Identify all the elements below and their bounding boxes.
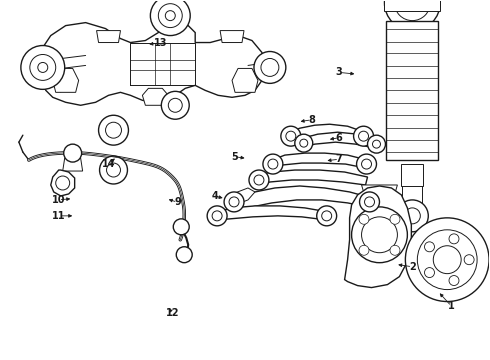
Circle shape [286, 131, 296, 141]
Circle shape [404, 0, 420, 11]
Circle shape [405, 218, 489, 302]
Circle shape [417, 230, 477, 289]
Polygon shape [53, 68, 78, 92]
Circle shape [464, 255, 474, 265]
Polygon shape [387, 21, 438, 160]
Circle shape [359, 131, 368, 141]
Text: 5: 5 [231, 152, 238, 162]
Circle shape [158, 4, 182, 28]
Circle shape [359, 245, 369, 255]
Text: 9: 9 [174, 197, 181, 207]
Circle shape [176, 247, 192, 263]
Text: 11: 11 [52, 211, 65, 221]
Polygon shape [39, 23, 265, 105]
Circle shape [385, 0, 440, 31]
Circle shape [354, 126, 373, 146]
Polygon shape [272, 153, 368, 168]
Circle shape [352, 207, 407, 263]
Circle shape [362, 217, 397, 253]
Circle shape [21, 45, 65, 89]
Circle shape [372, 140, 380, 148]
Circle shape [449, 234, 459, 244]
Circle shape [229, 197, 239, 207]
Polygon shape [143, 88, 168, 105]
Text: 3: 3 [336, 67, 343, 77]
Circle shape [449, 275, 459, 285]
Polygon shape [401, 164, 423, 186]
Polygon shape [63, 158, 83, 171]
Circle shape [368, 135, 386, 153]
Circle shape [404, 208, 420, 224]
Circle shape [390, 245, 400, 255]
Polygon shape [258, 170, 368, 185]
Text: 6: 6 [336, 133, 343, 143]
Circle shape [224, 192, 244, 212]
Circle shape [357, 154, 376, 174]
Circle shape [56, 176, 70, 190]
Circle shape [322, 211, 332, 221]
Circle shape [30, 54, 56, 80]
Circle shape [359, 214, 369, 224]
Circle shape [212, 211, 222, 221]
Text: 1: 1 [448, 301, 455, 311]
Text: 2: 2 [409, 262, 416, 272]
Circle shape [263, 154, 283, 174]
Text: 12: 12 [166, 309, 179, 318]
Circle shape [295, 134, 313, 152]
Polygon shape [97, 31, 121, 42]
Circle shape [254, 175, 264, 185]
Circle shape [150, 0, 190, 36]
Circle shape [424, 242, 435, 252]
Text: 10: 10 [52, 195, 65, 205]
Circle shape [394, 0, 430, 21]
Polygon shape [232, 68, 258, 92]
Circle shape [38, 62, 48, 72]
Circle shape [207, 206, 227, 226]
Circle shape [261, 58, 279, 76]
Circle shape [396, 200, 428, 232]
Polygon shape [216, 206, 328, 220]
Circle shape [254, 51, 286, 84]
Circle shape [362, 159, 371, 169]
Circle shape [268, 159, 278, 169]
Text: 4: 4 [211, 191, 218, 201]
Text: 14: 14 [101, 159, 115, 169]
Polygon shape [51, 170, 74, 196]
Circle shape [161, 91, 189, 119]
Circle shape [424, 267, 435, 278]
Polygon shape [385, 0, 440, 11]
Circle shape [98, 115, 128, 145]
Circle shape [165, 11, 175, 21]
Polygon shape [362, 185, 397, 195]
Text: 8: 8 [308, 115, 315, 125]
Circle shape [360, 192, 379, 212]
Polygon shape [290, 124, 365, 140]
Polygon shape [230, 188, 255, 205]
Polygon shape [344, 186, 412, 288]
Polygon shape [303, 132, 377, 148]
Circle shape [300, 139, 308, 147]
Polygon shape [220, 31, 244, 42]
Circle shape [433, 246, 461, 274]
Circle shape [168, 98, 182, 112]
Circle shape [249, 170, 269, 190]
Polygon shape [233, 186, 371, 218]
Circle shape [365, 197, 374, 207]
Circle shape [99, 156, 127, 184]
Circle shape [173, 219, 189, 235]
Circle shape [317, 206, 337, 226]
Text: 7: 7 [336, 154, 343, 164]
Circle shape [106, 163, 121, 177]
Text: 13: 13 [154, 38, 168, 48]
Circle shape [64, 144, 82, 162]
Circle shape [105, 122, 122, 138]
Circle shape [390, 214, 400, 224]
Circle shape [281, 126, 301, 146]
